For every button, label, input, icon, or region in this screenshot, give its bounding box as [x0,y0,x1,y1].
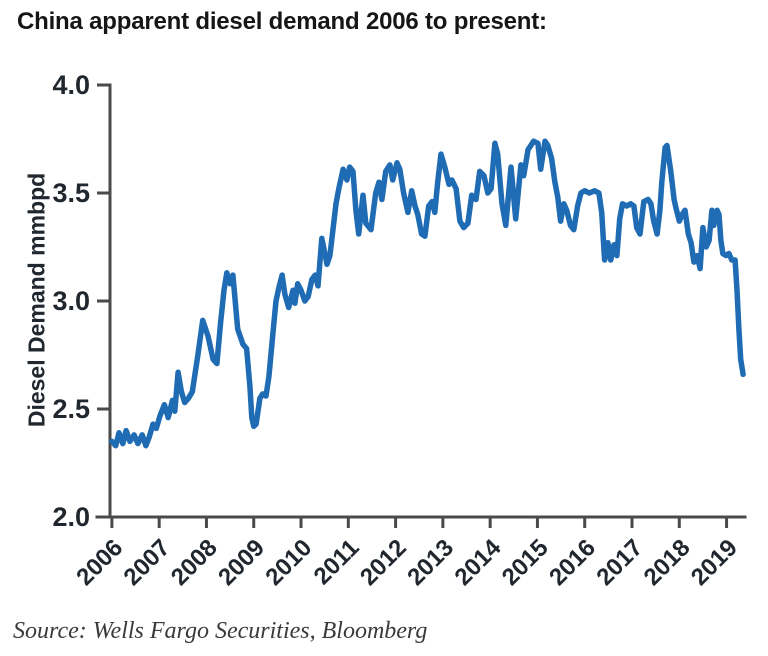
y-tick-label: 2.0 [52,502,90,532]
x-tick-label: 2006 [71,534,128,591]
y-tick-label: 4.0 [52,70,90,100]
x-axis-ticks: 2006200720082009201020112012201320142015… [71,517,743,591]
y-tick-label: 3.5 [52,178,90,208]
x-tick-label: 2011 [309,534,365,590]
y-axis-ticks: 2.0 2.5 3.0 3.5 4.0 [52,70,110,532]
x-tick-label: 2012 [355,534,412,591]
y-tick-label: 3.0 [52,286,90,316]
x-tick-label: 2019 [686,534,743,591]
chart-title: China apparent diesel demand 2006 to pre… [17,8,547,35]
x-tick-label: 2018 [639,534,696,591]
demand-line-series [109,138,746,449]
x-tick-label: 2015 [497,534,554,591]
axes [95,83,747,519]
x-tick-label: 2014 [450,534,507,591]
x-tick-label: 2016 [544,534,601,591]
x-tick-label: 2009 [213,534,270,591]
x-tick-label: 2010 [260,534,317,591]
x-tick-label: 2013 [402,534,459,591]
x-tick-label: 2017 [591,534,648,591]
y-tick-label: 2.5 [52,394,90,424]
x-tick-label: 2008 [166,534,223,591]
line-chart: 2.02.53.03.54.02006200720082009201020112… [52,70,747,591]
source-note: Source: Wells Fargo Securities, Bloomber… [13,618,428,644]
x-tick-label: 2007 [119,534,176,591]
